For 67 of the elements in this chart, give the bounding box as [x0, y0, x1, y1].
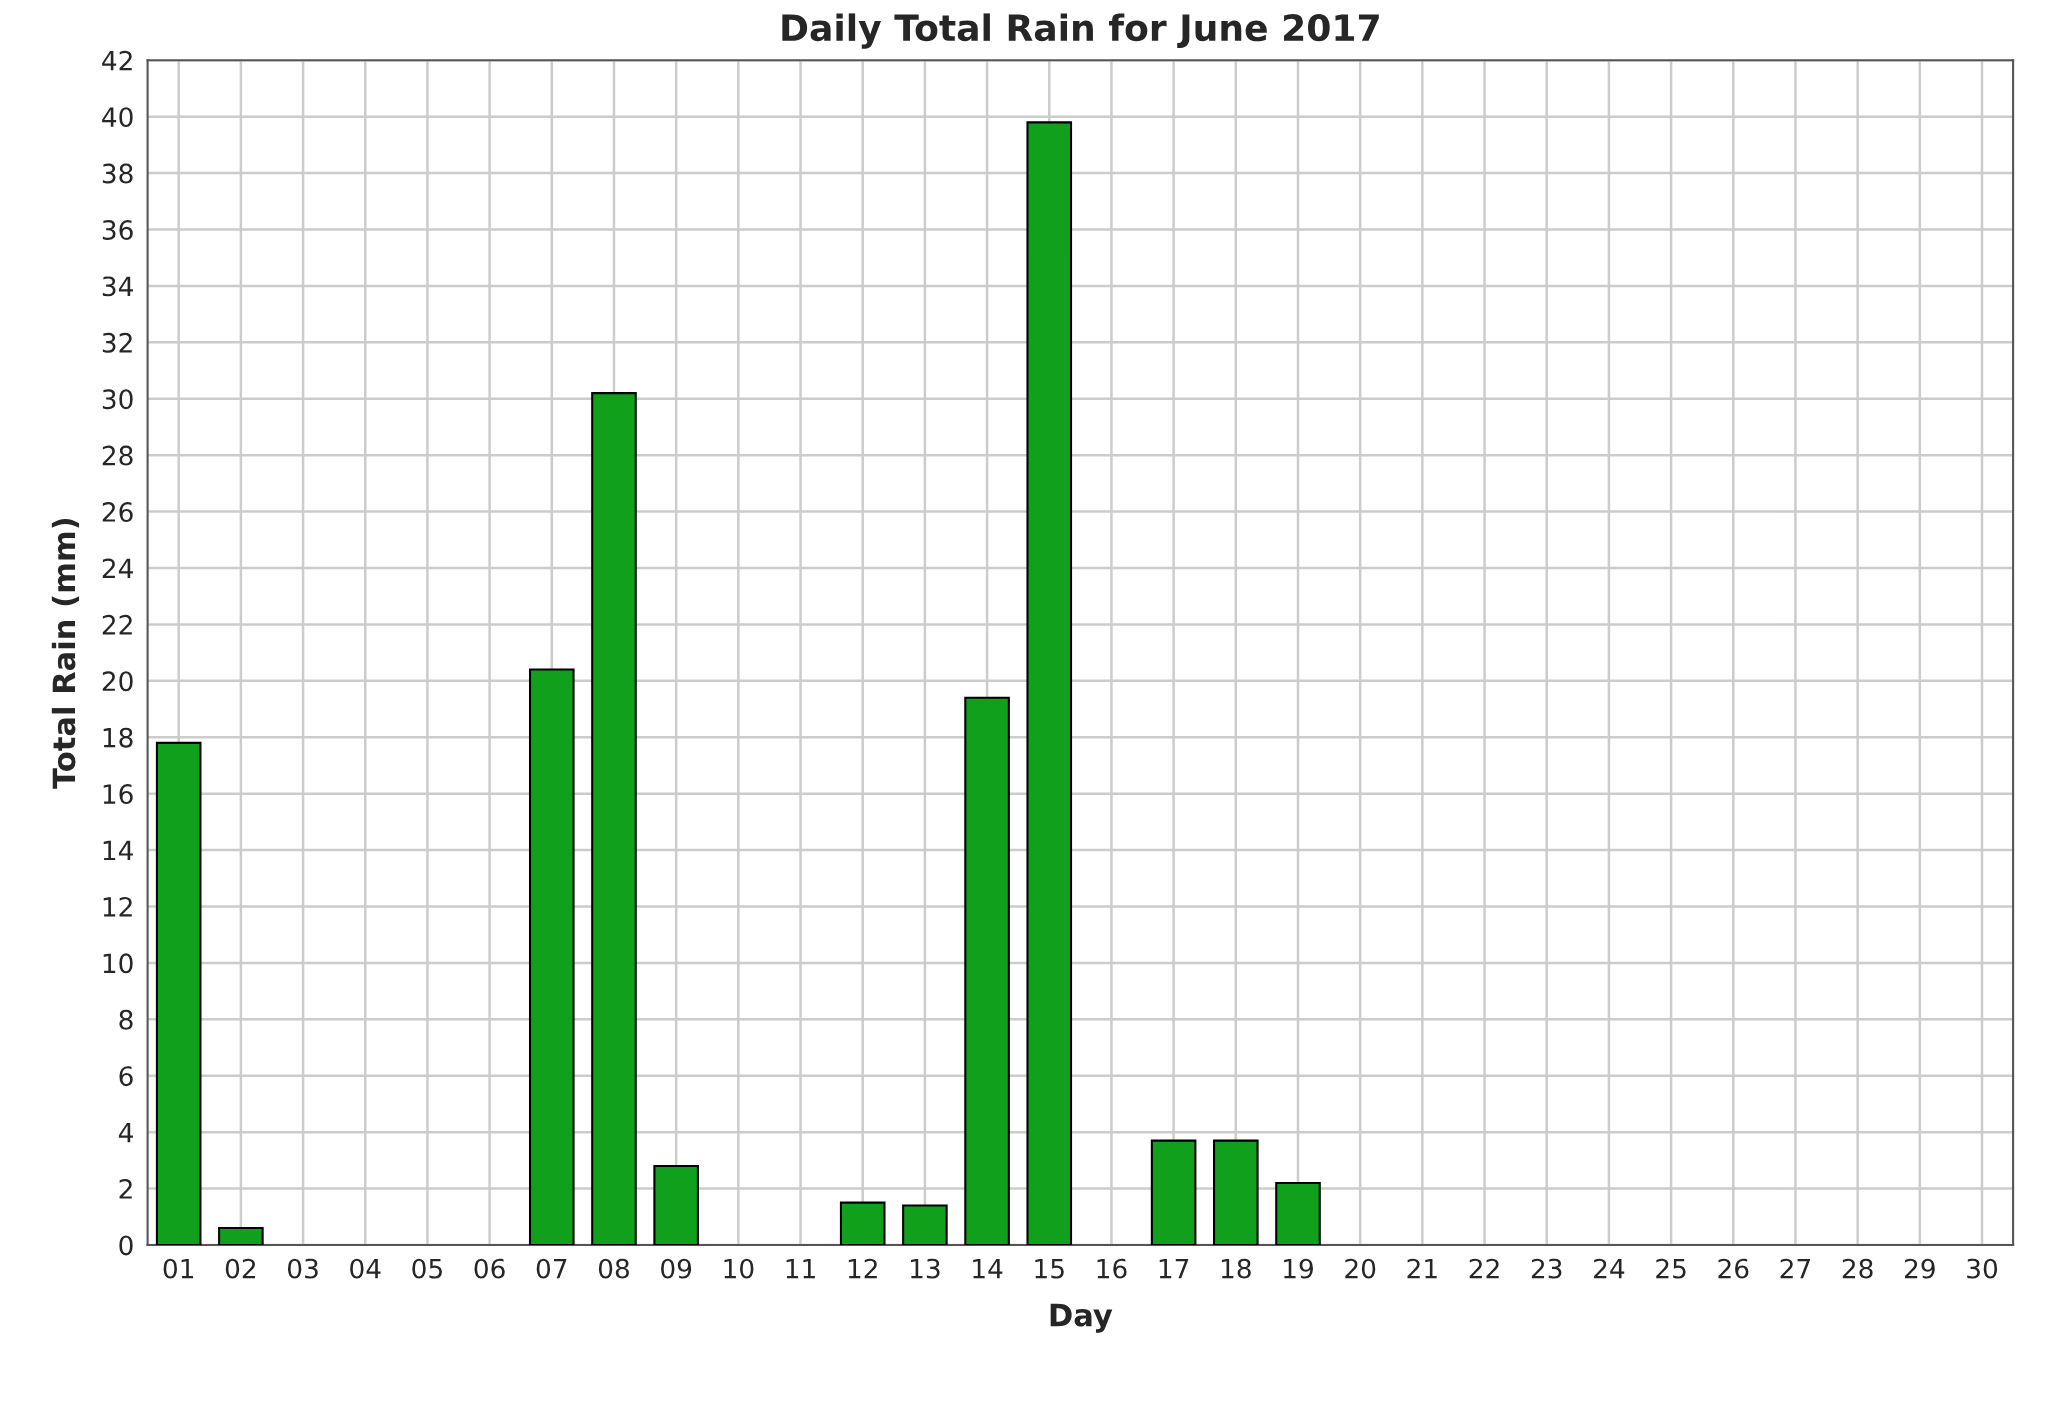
y-tick-label: 32 — [102, 332, 132, 353]
x-tick-label: 17 — [1159, 1258, 1189, 1279]
y-tick-label: 40 — [102, 107, 133, 128]
x-tick-label: 05 — [412, 1258, 442, 1279]
x-tick-label: 29 — [1904, 1258, 1935, 1279]
y-tick-label: 30 — [102, 389, 133, 410]
bar — [218, 1227, 264, 1245]
y-tick-label: 0 — [119, 1235, 133, 1256]
bar — [591, 392, 637, 1245]
bar — [964, 696, 1010, 1245]
x-tick-label: 27 — [1780, 1258, 1810, 1279]
y-tick-label: 16 — [103, 784, 133, 805]
x-tick-label: 16 — [1097, 1258, 1127, 1279]
y-tick-label: 6 — [119, 1066, 133, 1087]
x-axis-title: Day — [1050, 1303, 1113, 1333]
x-tick-label: 03 — [288, 1258, 318, 1279]
x-tick-label: 21 — [1407, 1258, 1437, 1279]
y-tick-label: 42 — [102, 50, 132, 71]
x-tick-label: 20 — [1345, 1258, 1376, 1279]
x-tick-label: 19 — [1284, 1258, 1313, 1279]
x-tick-label: 08 — [598, 1258, 629, 1279]
y-tick-label: 12 — [103, 896, 132, 917]
y-tick-label: 20 — [102, 671, 133, 692]
y-tick-label: 28 — [102, 445, 133, 466]
y-tick-label: 34 — [102, 276, 133, 297]
x-tick-label: 11 — [786, 1258, 815, 1279]
bar — [1275, 1181, 1321, 1245]
y-tick-label: 24 — [102, 558, 133, 579]
x-tick-label: 15 — [1035, 1258, 1064, 1279]
x-tick-label: 23 — [1531, 1258, 1562, 1279]
x-tick-label: 04 — [350, 1258, 381, 1279]
y-tick-label: 10 — [103, 953, 133, 974]
bar — [839, 1201, 886, 1245]
y-tick-label: 2 — [119, 1179, 132, 1199]
x-tick-label: 18 — [1221, 1258, 1251, 1279]
bar — [653, 1164, 699, 1245]
y-tick-label: 8 — [119, 1009, 133, 1030]
x-tick-label: 24 — [1594, 1258, 1625, 1279]
bar — [1026, 121, 1073, 1245]
y-tick-label: 26 — [102, 502, 133, 522]
chart-title: Daily Total Rain for June 2017 — [782, 13, 1379, 49]
x-tick-label: 07 — [536, 1258, 567, 1279]
x-tick-label: 28 — [1842, 1258, 1873, 1279]
x-tick-label: 13 — [911, 1258, 940, 1279]
x-tick-label: 25 — [1656, 1258, 1686, 1279]
x-tick-label: 30 — [1967, 1258, 1998, 1279]
x-tick-label: 10 — [724, 1258, 754, 1279]
x-tick-label: 01 — [163, 1258, 194, 1279]
y-tick-label: 18 — [103, 727, 133, 748]
x-tick-label: 26 — [1718, 1258, 1749, 1279]
y-axis-title: Total Rain (mm) — [51, 518, 80, 789]
bar — [155, 741, 202, 1245]
x-tick-label: 06 — [474, 1258, 505, 1279]
x-tick-label: 14 — [973, 1258, 1003, 1279]
x-tick-label: 02 — [225, 1258, 256, 1279]
y-tick-label: 36 — [102, 219, 133, 240]
x-tick-label: 09 — [661, 1258, 692, 1279]
bar — [1213, 1139, 1259, 1245]
bar — [1150, 1139, 1197, 1245]
bar — [902, 1204, 948, 1245]
y-tick-label: 38 — [102, 163, 133, 184]
x-tick-label: 12 — [848, 1258, 877, 1279]
y-tick-label: 14 — [103, 840, 133, 861]
y-tick-label: 22 — [102, 614, 132, 635]
bar — [528, 668, 575, 1245]
y-tick-label: 4 — [118, 1122, 133, 1143]
x-tick-label: 22 — [1469, 1258, 1499, 1279]
